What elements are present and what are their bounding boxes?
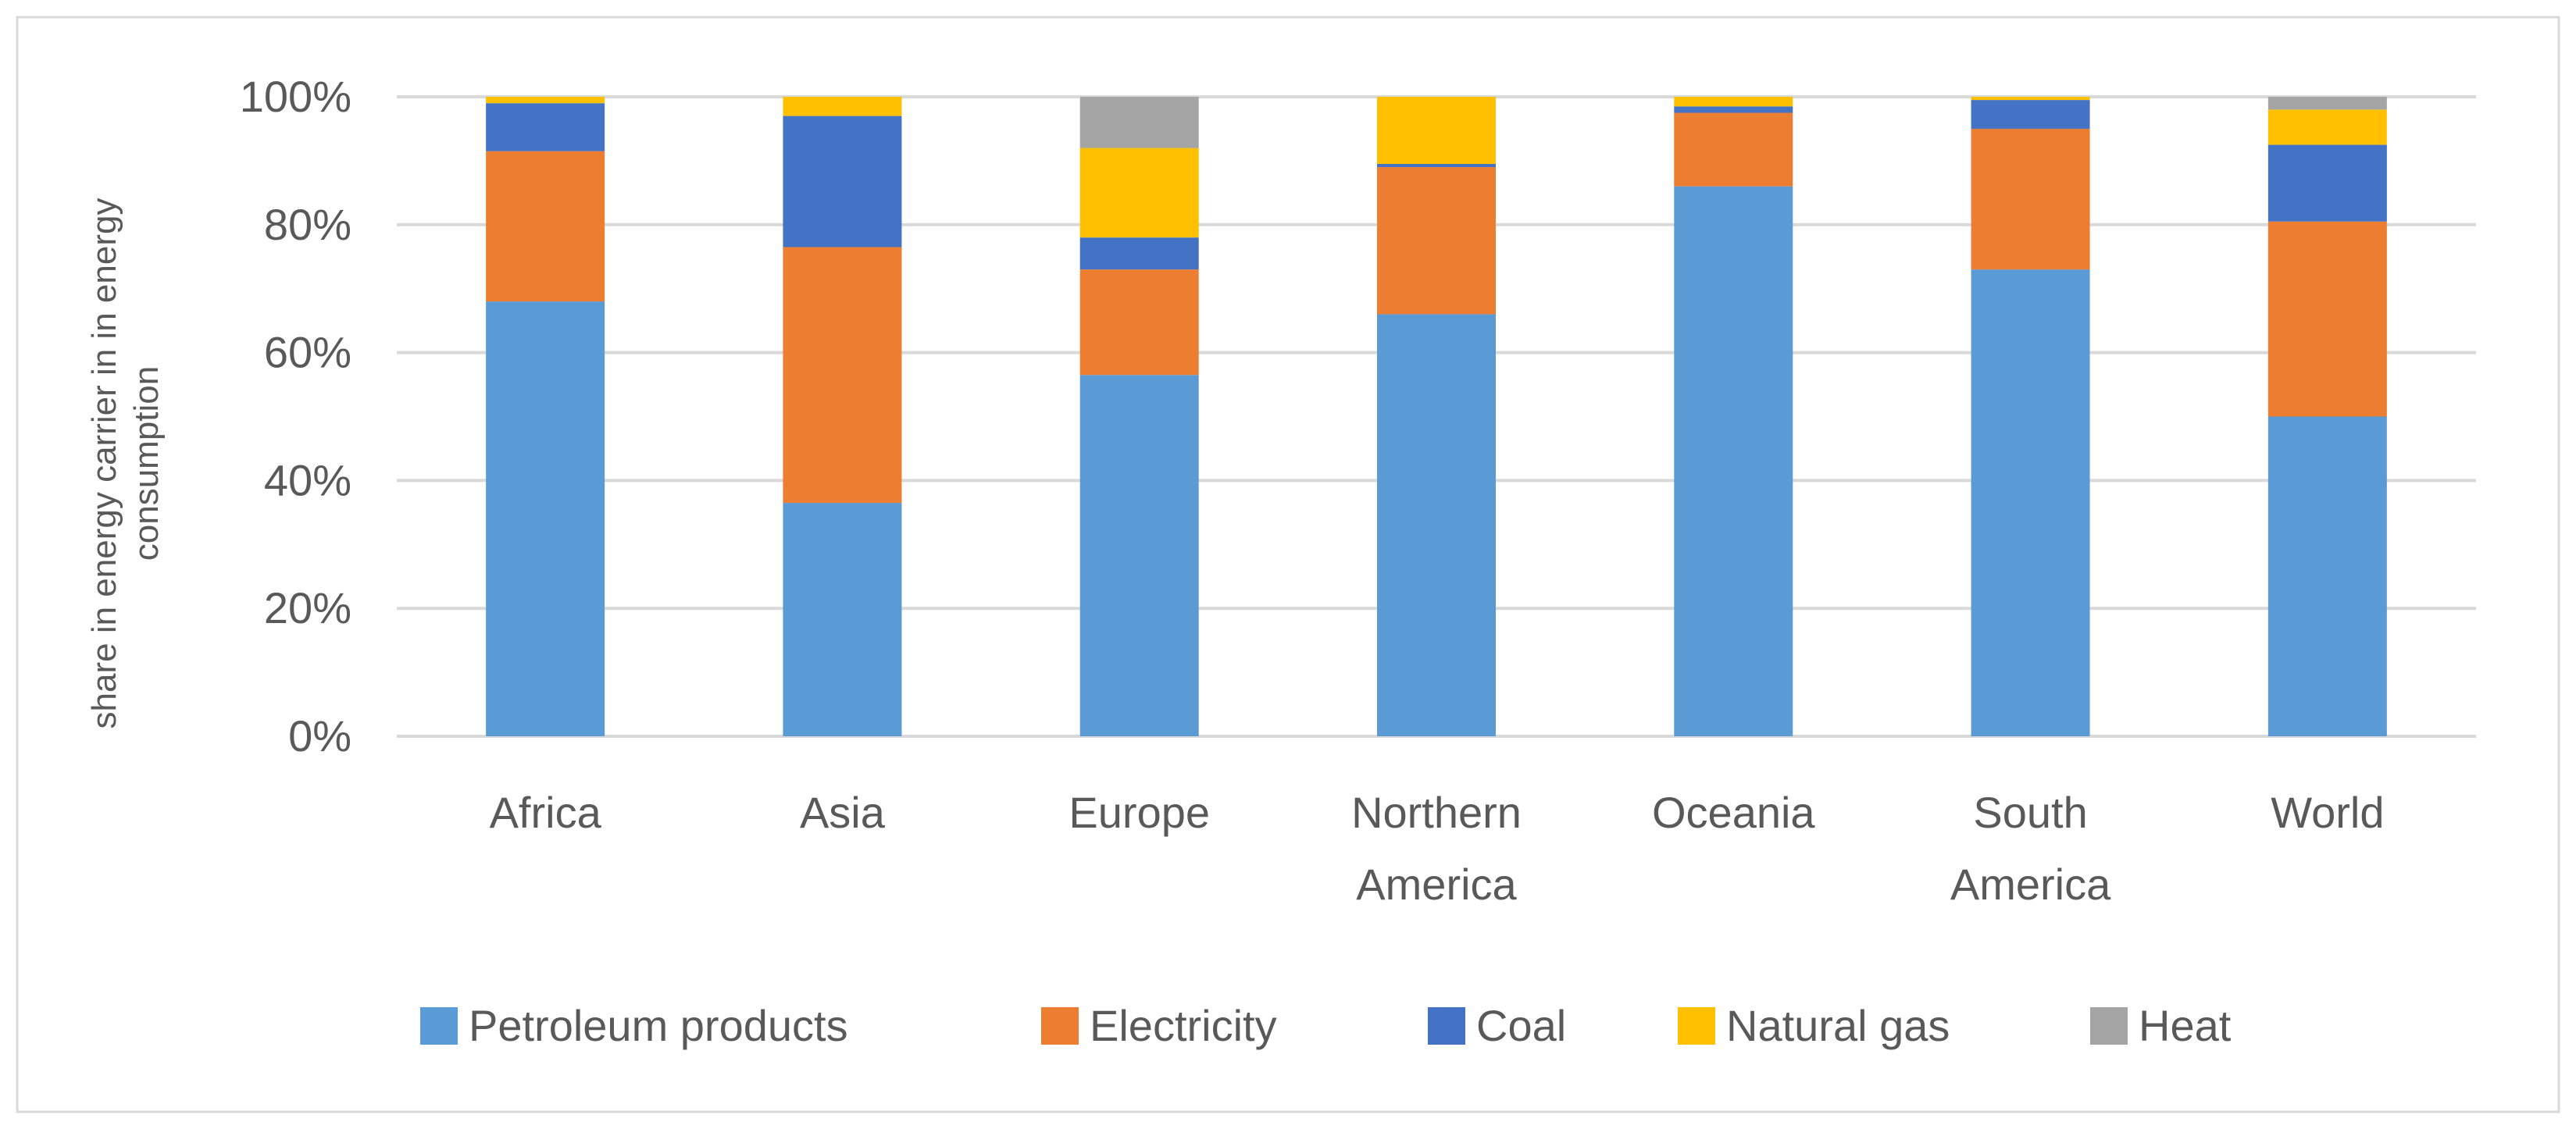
y-tick-label: 20% <box>264 583 351 632</box>
legend-label: Coal <box>1476 1001 1566 1050</box>
bar-segment <box>2267 416 2387 736</box>
y-tick-label: 0% <box>288 711 351 760</box>
legend-swatch <box>1428 1007 1465 1045</box>
bar-segment <box>1674 97 1793 107</box>
bar-segment <box>1377 314 1496 737</box>
bar-segment <box>1377 163 1496 168</box>
legend-swatch <box>1678 1007 1715 1045</box>
x-category-label: Oceania <box>1652 788 1815 837</box>
legend-swatch <box>2090 1007 2128 1045</box>
bar-segment <box>1079 97 1199 148</box>
bar-segment <box>1971 97 2090 101</box>
y-tick-label: 100% <box>240 72 351 121</box>
x-category-label: World <box>2271 788 2384 837</box>
legend-label: Petroleum products <box>469 1001 848 1050</box>
bar-segment <box>486 301 605 737</box>
bar-segment <box>2267 109 2387 145</box>
bar-segment <box>2267 144 2387 222</box>
legend-label: Electricity <box>1090 1001 1277 1050</box>
x-category-label: South <box>1973 788 2087 837</box>
y-axis-title-line: share in energy carrier in in energy <box>85 198 123 729</box>
legend-label: Heat <box>2139 1001 2232 1050</box>
chart-frame <box>16 16 2560 1113</box>
bar-segment <box>783 247 902 504</box>
bar-segment <box>783 116 902 248</box>
y-axis-title: share in energy carrier in in energy cons… <box>85 198 166 729</box>
y-tick-label: 80% <box>264 200 351 249</box>
bar-segment <box>2267 97 2387 110</box>
bar-segment <box>1971 269 2090 736</box>
legend: Petroleum products Electricity Coal Natural… <box>420 1001 2232 1050</box>
bar-segment <box>2267 221 2387 417</box>
x-category-label: Africa <box>490 788 602 837</box>
bar-segment <box>1079 269 1199 376</box>
bar-segment <box>783 503 902 736</box>
bar-segment <box>1674 186 1793 736</box>
x-category-label: Europe <box>1069 788 1210 837</box>
bar-segment <box>486 151 605 302</box>
legend-swatch <box>420 1007 458 1045</box>
y-tick-label: 40% <box>264 455 351 504</box>
x-category-label: Northern <box>1351 788 1522 837</box>
x-axis-category-labels: Africa Asia Europe Northern America Oceania So… <box>490 788 2385 909</box>
bar-segment <box>486 97 605 104</box>
bars <box>486 97 2387 737</box>
x-category-label: America <box>1950 860 2111 909</box>
bar-segment <box>486 103 605 151</box>
bar-segment <box>1377 167 1496 315</box>
bar-segment <box>1079 148 1199 238</box>
y-axis-tick-labels: 0% 20% 40% 60% 80% 100% <box>240 72 351 760</box>
bar-segment <box>1079 237 1199 270</box>
y-tick-label: 60% <box>264 328 351 377</box>
bar-segment <box>1971 100 2090 129</box>
x-category-label: America <box>1356 860 1517 909</box>
bar-segment <box>783 97 902 116</box>
legend-label: Natural gas <box>1726 1001 1950 1050</box>
bar-segment <box>1971 128 2090 270</box>
bar-segment <box>1079 375 1199 736</box>
bar-segment <box>1377 97 1496 164</box>
bar-segment <box>1674 106 1793 113</box>
y-axis-title-line: consumption <box>127 366 166 561</box>
legend-swatch <box>1041 1007 1079 1045</box>
bar-segment <box>1674 112 1793 187</box>
x-category-label: Asia <box>800 788 886 837</box>
